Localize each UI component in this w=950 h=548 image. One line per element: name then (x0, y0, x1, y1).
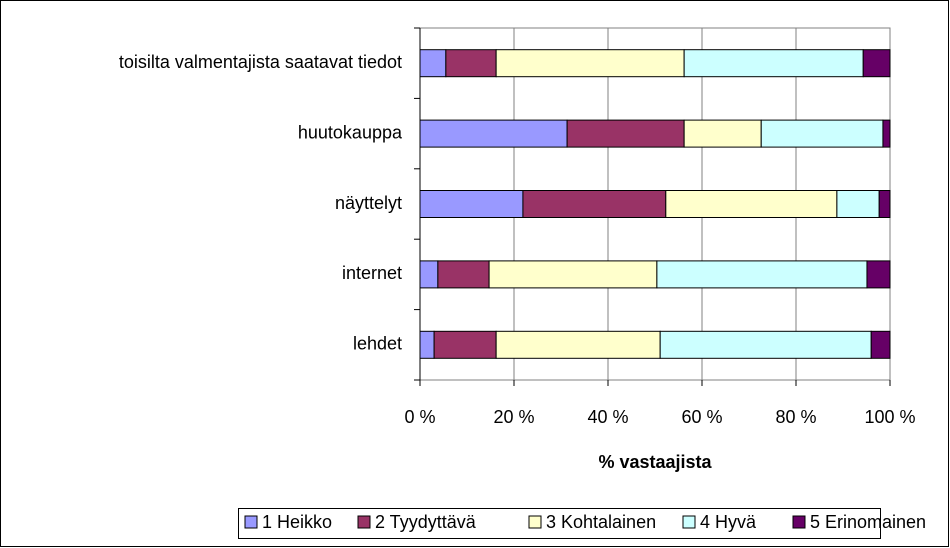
bar-segment (866, 260, 891, 289)
bar-segment (882, 119, 891, 148)
x-tick-label: 20 % (493, 407, 534, 427)
legend-label: 4 Hyvä (700, 512, 757, 532)
legend-label: 3 Kohtalainen (546, 512, 656, 532)
legend-swatch (528, 515, 542, 529)
bar-segment (419, 190, 524, 218)
bar-segment (445, 49, 497, 78)
legend-swatch (792, 515, 806, 529)
bar-segment (878, 190, 891, 218)
y-tick-label: lehdet (353, 334, 402, 354)
bar-segment (566, 119, 685, 148)
bar-segment (665, 190, 838, 218)
y-tick-label: toisilta valmentajista saatavat tiedot (119, 52, 402, 72)
bar-segment (870, 330, 891, 359)
legend-box (238, 508, 881, 539)
legend-label: 2 Tyydyttävä (375, 512, 477, 532)
y-tick-label: näyttelyt (335, 193, 402, 213)
bar-segment (862, 49, 891, 78)
legend-label: 5 Erinomainen (810, 512, 926, 532)
legend-swatch (244, 515, 258, 529)
x-axis-label: % vastaajista (598, 452, 712, 472)
legend-label: 1 Heikko (262, 512, 332, 532)
bar-segment (836, 190, 880, 218)
y-tick-label: huutokauppa (298, 122, 403, 142)
x-tick-label: 80 % (775, 407, 816, 427)
bar-segment (419, 119, 568, 148)
bar-segment (760, 119, 884, 148)
bar-segment (488, 260, 658, 289)
bar-segment (659, 330, 872, 359)
bar-segment (419, 260, 439, 289)
legend-swatch (682, 515, 696, 529)
x-tick-label: 40 % (587, 407, 628, 427)
x-tick-label: 100 % (864, 407, 915, 427)
bar-segment (656, 260, 868, 289)
bar-segment (522, 190, 667, 218)
bar-segment (683, 49, 864, 78)
bar-segment (495, 330, 661, 359)
bar-segment (495, 49, 685, 78)
bar-segment (437, 260, 490, 289)
bar-segment (419, 49, 447, 78)
x-tick-label: 0 % (404, 407, 435, 427)
x-tick-label: 60 % (681, 407, 722, 427)
bar-segment (419, 330, 435, 359)
bar-segment (683, 119, 762, 148)
legend-swatch (357, 515, 371, 529)
y-tick-label: internet (342, 263, 402, 283)
bar-segment (433, 330, 497, 359)
